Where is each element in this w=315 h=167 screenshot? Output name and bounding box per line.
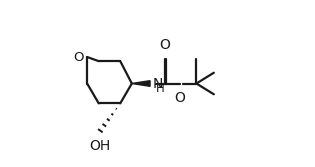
Polygon shape [132, 81, 150, 86]
Text: H: H [156, 82, 165, 95]
Text: O: O [175, 91, 185, 105]
Text: O: O [74, 50, 84, 63]
Text: N: N [153, 77, 163, 91]
Text: OH: OH [89, 139, 110, 153]
Text: O: O [159, 38, 170, 52]
